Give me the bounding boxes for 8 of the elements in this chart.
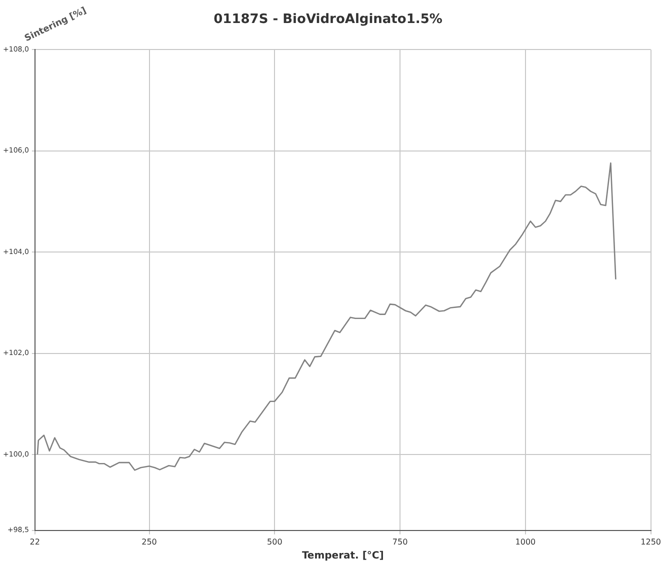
x-tick-label: 1250 [640, 537, 661, 546]
chart-title: 01187S - BioVidroAlginato1.5% [214, 12, 442, 28]
x-tick-label: 750 [392, 537, 408, 546]
x-tick-label: 500 [267, 537, 282, 546]
x-tick-label: 250 [142, 537, 157, 546]
x-tick-label: 1000 [515, 537, 536, 546]
x-axis-title: Temperat. [°C] [302, 550, 384, 562]
x-tick-label: 22 [30, 537, 40, 546]
